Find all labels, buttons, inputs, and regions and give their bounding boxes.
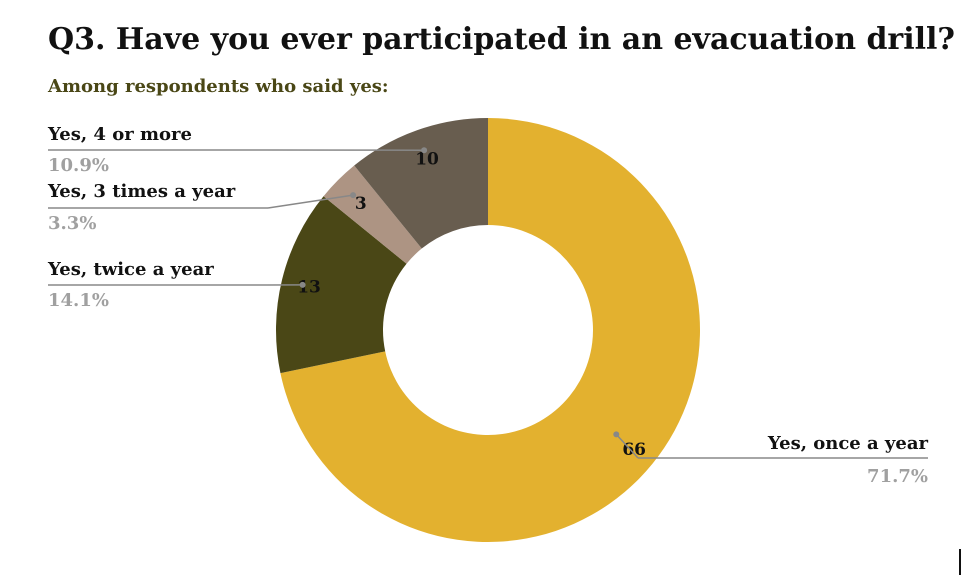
leader-line <box>267 194 354 209</box>
leader-dot <box>299 281 306 288</box>
slice-value-label: 3 <box>355 194 367 214</box>
category-label: Yes, 4 or more <box>47 124 192 145</box>
donut-slice <box>276 196 407 374</box>
percent-label: 10.9% <box>48 155 109 176</box>
category-label: Yes, 3 times a year <box>47 181 236 202</box>
slice-value-label: 66 <box>622 440 646 460</box>
percent-label: 71.7% <box>867 466 928 487</box>
chart-title: Q3. Have you ever participated in an eva… <box>48 22 956 57</box>
leader-dot <box>421 147 428 154</box>
donut-slice <box>280 118 700 542</box>
percent-label: 3.3% <box>48 213 96 234</box>
slice-value-label: 13 <box>297 277 321 297</box>
percent-label: 14.1% <box>48 290 109 311</box>
chart-subtitle: Among respondents who said yes: <box>48 76 389 97</box>
leader-dot <box>350 192 357 199</box>
slice-value-label: 10 <box>415 149 439 169</box>
leader-line <box>615 433 639 459</box>
leader-dot <box>613 431 620 438</box>
category-label: Yes, once a year <box>767 433 929 454</box>
text-cursor <box>959 549 961 575</box>
donut-slice <box>323 165 422 264</box>
category-label: Yes, twice a year <box>47 259 214 280</box>
